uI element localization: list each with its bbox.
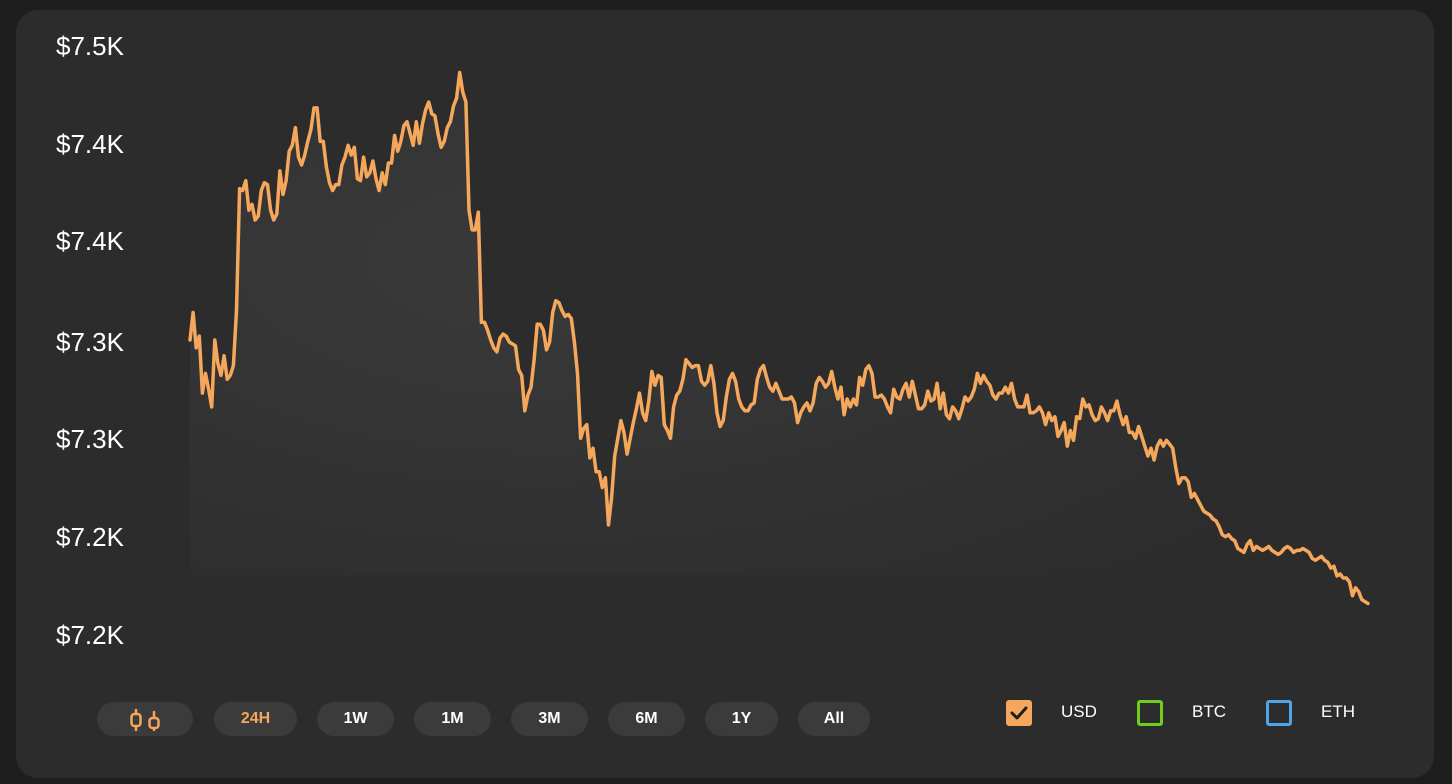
range-button-1w[interactable]: 1W <box>317 702 394 736</box>
legend-label-usd: USD <box>1061 702 1097 721</box>
range-button-all[interactable]: All <box>798 702 870 736</box>
range-button-1y[interactable]: 1Y <box>705 702 778 736</box>
range-button-24h[interactable]: 24H <box>214 702 297 736</box>
checkmark-icon <box>1010 706 1028 720</box>
y-tick-label: $7.2K <box>56 522 124 552</box>
btc-checkbox[interactable] <box>1137 700 1163 726</box>
price-area <box>190 72 1368 604</box>
y-tick-label: $7.5K <box>56 31 124 61</box>
y-tick-label: $7.4K <box>56 226 124 256</box>
legend-item-eth[interactable]: ETH <box>1266 699 1366 733</box>
legend-item-btc[interactable]: BTC <box>1137 699 1237 733</box>
candlestick-icon <box>130 709 160 731</box>
usd-checkbox[interactable] <box>1006 700 1032 726</box>
y-tick-label: $7.3K <box>56 327 124 357</box>
y-tick-label: $7.4K <box>56 129 124 159</box>
y-tick-label: $7.3K <box>56 424 124 454</box>
range-button-6m[interactable]: 6M <box>608 702 685 736</box>
candlestick-toggle-button[interactable] <box>97 702 193 736</box>
legend-label-eth: ETH <box>1321 702 1355 721</box>
eth-checkbox[interactable] <box>1266 700 1292 726</box>
legend-item-usd[interactable]: USD <box>1006 699 1106 733</box>
legend-label-btc: BTC <box>1192 702 1226 721</box>
y-tick-label: $7.2K <box>56 620 124 650</box>
range-button-3m[interactable]: 3M <box>511 702 588 736</box>
range-button-1m[interactable]: 1M <box>414 702 491 736</box>
price-line <box>188 70 1370 606</box>
